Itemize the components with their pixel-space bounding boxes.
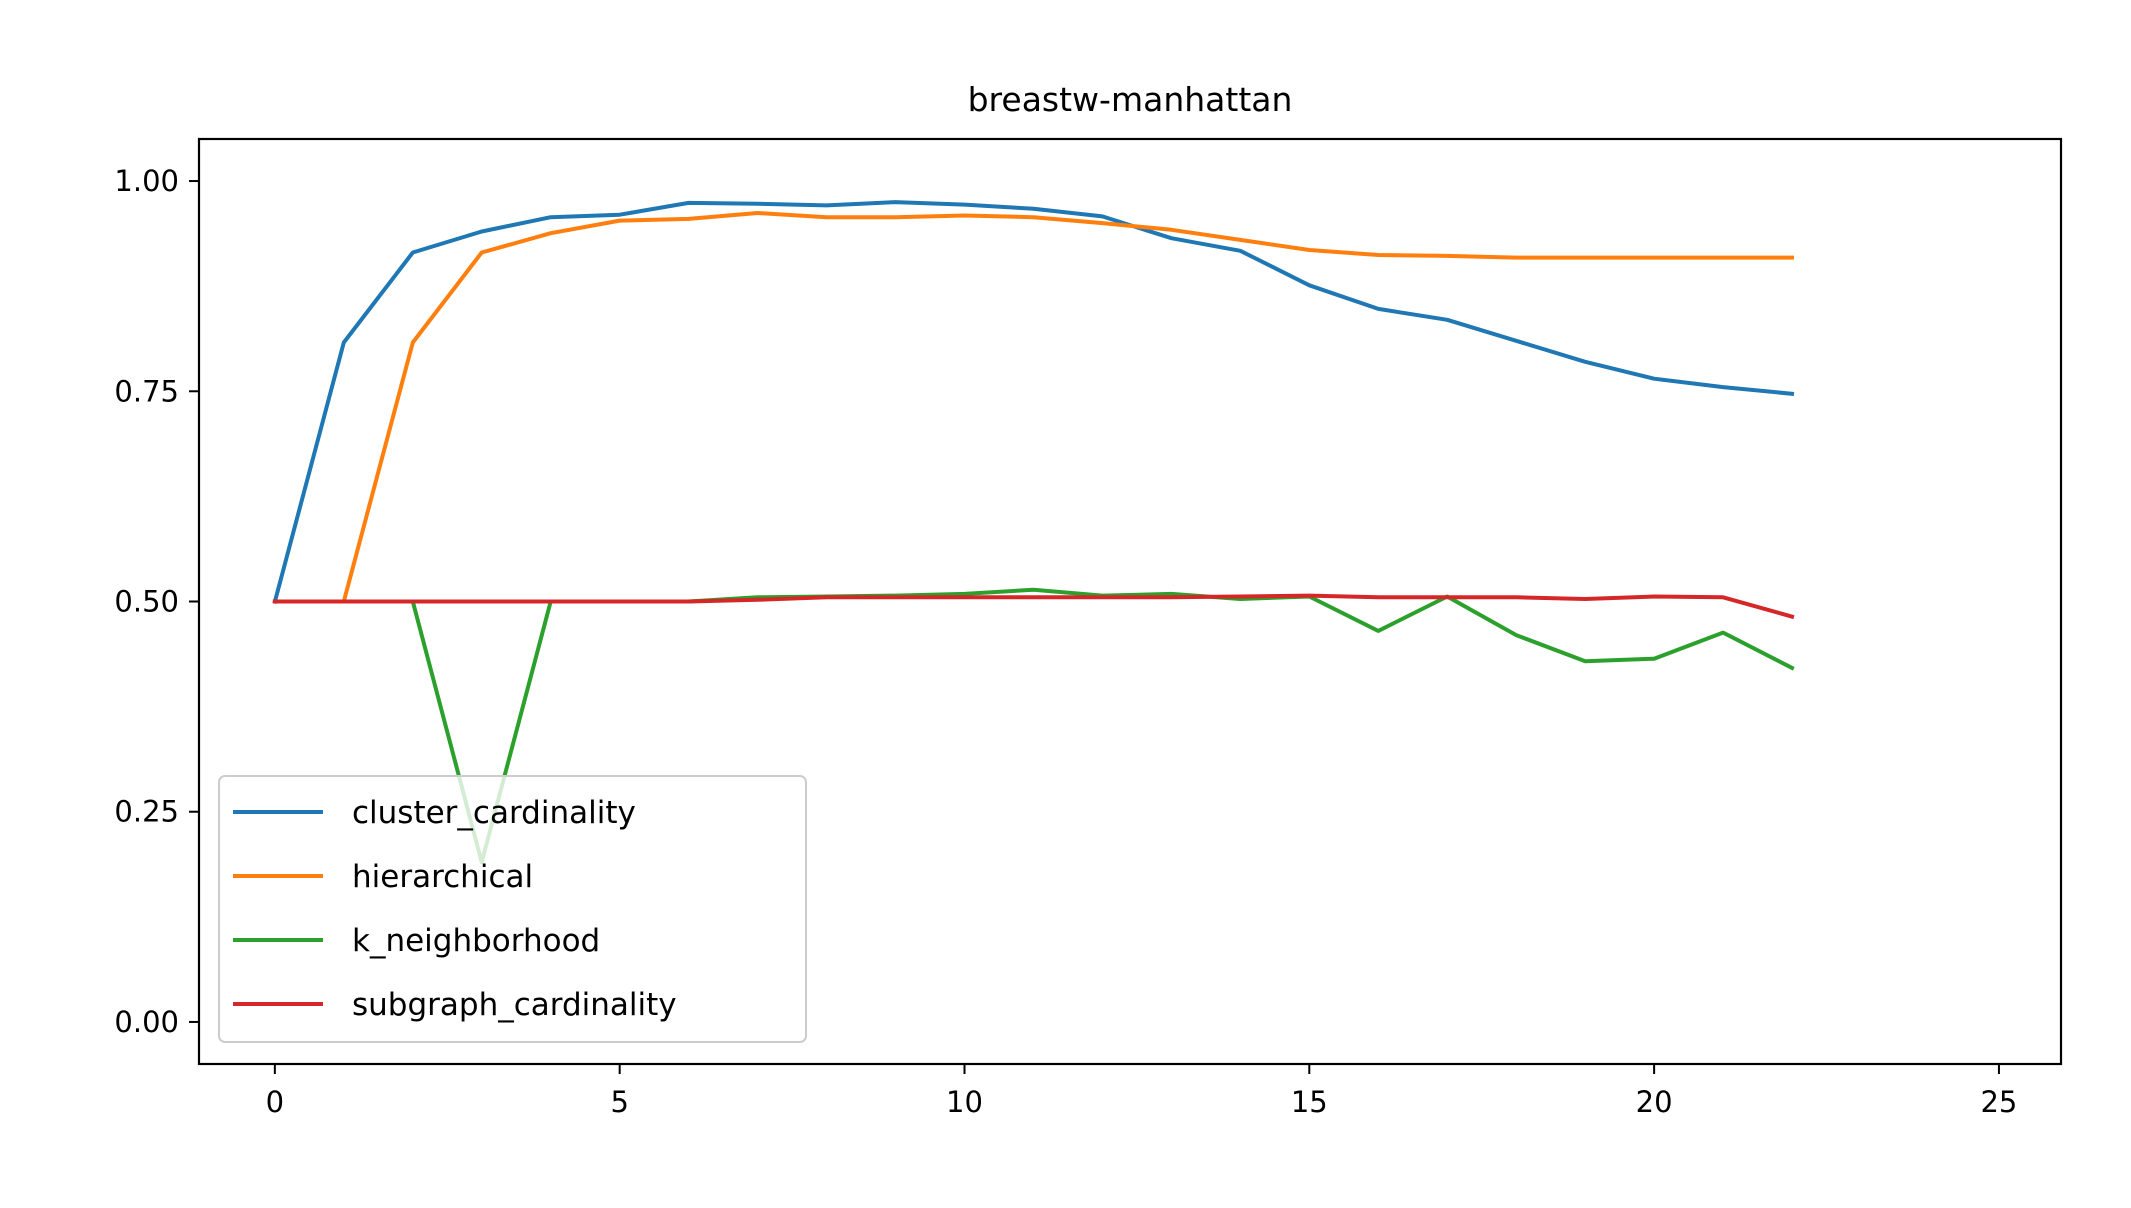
- x-tick-label: 15: [1291, 1085, 1328, 1119]
- series-layer: [272, 200, 1795, 865]
- x-axis: 0 5 10 15 20 25: [266, 1064, 2017, 1119]
- x-tick-label: 20: [1636, 1085, 1673, 1119]
- legend-box: [218, 775, 807, 1043]
- series-line-hierarchical: [272, 211, 1794, 604]
- y-tick-label: 0.00: [114, 1005, 179, 1039]
- legend-label: k_neighborhood: [352, 923, 600, 959]
- y-axis: 0.00 0.25 0.50 0.75 1.00: [114, 164, 199, 1039]
- legend-label: hierarchical: [352, 859, 533, 895]
- series-line-cluster-cardinality: [272, 200, 1795, 604]
- y-tick-label: 1.00: [114, 164, 179, 198]
- series-line-k-neighborhood: [272, 587, 1795, 865]
- x-tick-label: 5: [610, 1085, 628, 1119]
- x-tick-label: 10: [946, 1085, 983, 1119]
- x-tick-label: 0: [266, 1085, 284, 1119]
- y-tick-label: 0.50: [114, 585, 179, 619]
- legend: cluster_cardinality hierarchical k_neighbo…: [218, 775, 807, 1043]
- y-tick-label: 0.75: [114, 374, 179, 408]
- legend-label: subgraph_cardinality: [352, 987, 677, 1023]
- x-tick-label: 25: [1980, 1085, 2017, 1119]
- legend-label: cluster_cardinality: [352, 795, 636, 831]
- chart-title: breastw-manhattan: [968, 80, 1293, 119]
- series-line-subgraph-cardinality: [272, 593, 1795, 620]
- y-tick-label: 0.25: [114, 795, 179, 829]
